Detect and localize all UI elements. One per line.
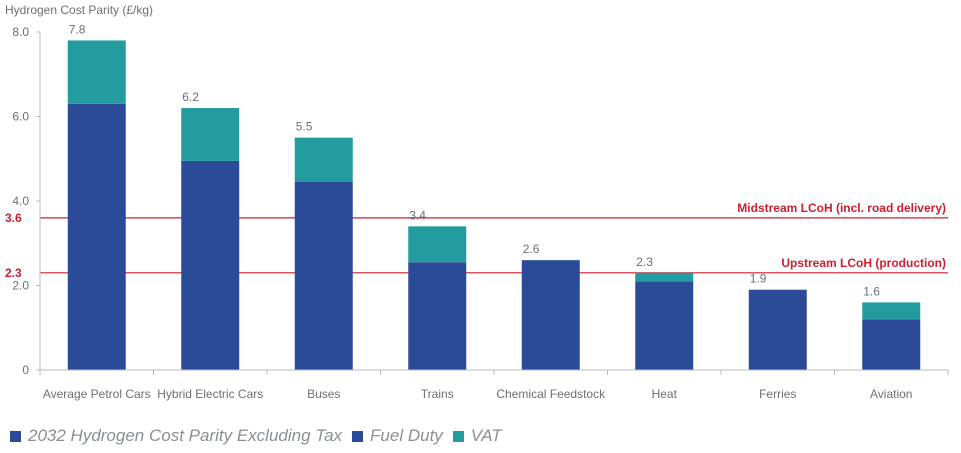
bar-segment-fuel-duty	[635, 281, 694, 370]
legend: 2032 Hydrogen Cost Parity Excluding Tax …	[10, 426, 502, 446]
bar-segment-excluding-tax	[748, 289, 807, 370]
legend-item-vat: VAT	[452, 426, 502, 446]
bar-segment-fuel-duty	[862, 319, 921, 370]
bar-total-label: 7.8	[69, 22, 86, 36]
reference-line-label: Upstream LCoH (production)	[781, 256, 946, 270]
legend-label-fuel-duty: Fuel Duty	[370, 426, 443, 445]
legend-swatch-excluding-tax	[10, 430, 21, 442]
bar-total-label: 5.5	[296, 120, 313, 134]
bar-total-label: 1.9	[750, 272, 767, 286]
y-tick-label: 4.0	[12, 194, 29, 208]
bar-segment-vat	[862, 302, 921, 320]
x-category-label: Hybrid Electric Cars	[157, 387, 263, 401]
bar-segment-fuel-duty	[294, 181, 353, 370]
bar-total-label: 2.6	[523, 242, 540, 256]
chart: Hydrogen Cost Parity (£/kg) 3.6 Midstream…	[5, 3, 949, 401]
y-tick-label: 0	[22, 363, 29, 377]
y-tick-label: 8.0	[12, 25, 29, 39]
legend-item-fuel-duty: Fuel Duty	[352, 426, 443, 446]
reference-axis-label: 3.6	[5, 211, 22, 225]
legend-swatch-fuel-duty	[352, 430, 364, 442]
reference-axis-label: 2.3	[5, 266, 22, 280]
x-category-label: Heat	[652, 387, 678, 401]
legend-item-excluding-tax: 2032 Hydrogen Cost Parity Excluding Tax	[10, 426, 342, 446]
bar-total-label: 3.4	[409, 208, 426, 222]
x-category-label: Aviation	[870, 387, 912, 401]
bar-segment-fuel-duty	[408, 262, 467, 370]
bar-segment-vat	[67, 40, 126, 104]
legend-swatch-vat	[452, 430, 464, 442]
x-category-label: Average Petrol Cars	[43, 387, 151, 401]
y-axis-title: Hydrogen Cost Parity (£/kg)	[5, 3, 153, 17]
bar-segment-fuel-duty	[181, 160, 240, 370]
x-category-label: Ferries	[759, 387, 796, 401]
x-category-label: Trains	[421, 387, 454, 401]
bar-segment-vat	[181, 108, 240, 161]
legend-label-excluding-tax: 2032 Hydrogen Cost Parity Excluding Tax	[28, 426, 343, 445]
x-category-label: Buses	[307, 387, 340, 401]
y-tick-label: 6.0	[12, 110, 29, 124]
bar-total-label: 6.2	[182, 90, 199, 104]
legend-label-vat: VAT	[470, 426, 502, 445]
bar-segment-vat	[294, 137, 353, 182]
bar-segment-fuel-duty	[67, 103, 126, 370]
bar-total-label: 1.6	[863, 284, 880, 298]
x-category-label: Chemical Feedstock	[496, 387, 606, 401]
reference-line-label: Midstream LCoH (incl. road delivery)	[737, 201, 946, 215]
bar-segment-excluding-tax	[521, 260, 580, 370]
bar-segment-vat	[635, 272, 694, 282]
bar-total-label: 2.3	[636, 255, 653, 269]
bar-segment-vat	[408, 226, 467, 263]
y-tick-label: 2.0	[12, 279, 29, 293]
